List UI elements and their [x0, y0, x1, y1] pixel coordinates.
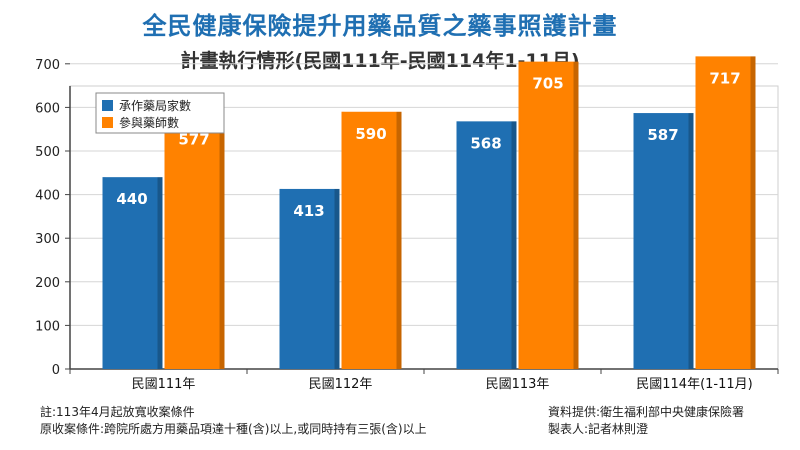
bar-highlight — [279, 188, 283, 369]
chart-subtitle: 計畫執行情形(民國111年-民國114年1-11月) — [180, 50, 580, 72]
y-tick-label: 700 — [35, 58, 60, 73]
bar — [518, 61, 574, 370]
y-tick-label: 500 — [35, 145, 60, 160]
data-label: 590 — [355, 125, 386, 143]
bar-highlight — [341, 111, 345, 369]
data-label: 587 — [647, 126, 678, 144]
y-tick-label: 600 — [35, 101, 60, 116]
y-tick-label: 100 — [35, 319, 60, 334]
data-label: 568 — [470, 134, 501, 152]
footnote-right: 資料提供:衛生福利部中央健康保險署 製表人:記者林則澄 — [548, 404, 744, 438]
bar — [102, 177, 158, 369]
y-tick-label: 300 — [35, 232, 60, 247]
bar — [341, 111, 397, 369]
data-label: 413 — [293, 202, 324, 220]
legend-label: 承作藥局家數 — [119, 98, 191, 113]
bar — [164, 117, 220, 369]
bar-side — [688, 113, 694, 370]
chart-title: 全民健康保險提升用藥品質之藥事照護計畫 — [142, 12, 618, 40]
x-tick-label: 民國114年(1-11月) — [636, 377, 752, 392]
data-label: 705 — [532, 75, 563, 93]
author-credit: 製表人:記者林則澄 — [548, 422, 649, 436]
y-tick-label: 0 — [52, 363, 60, 378]
data-label: 717 — [709, 69, 740, 87]
bar — [695, 56, 751, 369]
y-tick-label: 200 — [35, 276, 60, 291]
bar — [456, 121, 512, 370]
bar-highlight — [164, 117, 168, 369]
bar-highlight — [456, 121, 460, 370]
source-credit: 資料提供:衛生福利部中央健康保險署 — [548, 405, 745, 419]
footnote-left: 註:113年4月起放寬收案條件 原收案條件:跨院所處方用藥品項達十種(含)以上,… — [40, 404, 427, 438]
bar-highlight — [695, 56, 699, 369]
bar-highlight — [518, 61, 522, 370]
x-tick-label: 民國113年 — [486, 377, 550, 392]
legend-swatch — [102, 100, 113, 111]
bar-side — [573, 61, 579, 370]
bar-side — [157, 177, 163, 369]
y-tick-label: 400 — [35, 189, 60, 204]
bar-side — [511, 121, 517, 370]
legend-swatch — [102, 117, 113, 128]
bar — [633, 113, 689, 370]
data-label: 440 — [116, 190, 147, 208]
data-label: 577 — [178, 130, 209, 148]
footnote-line-1: 註:113年4月起放寬收案條件 — [40, 405, 195, 419]
x-tick-label: 民國111年 — [132, 377, 196, 392]
bar-highlight — [102, 177, 106, 369]
bar-highlight — [633, 113, 637, 370]
bar-side — [219, 117, 225, 369]
bar-side — [334, 188, 340, 369]
legend-label: 參與藥師數 — [119, 115, 179, 130]
bar — [279, 188, 335, 369]
x-tick-label: 民國112年 — [309, 377, 373, 392]
footnote-line-2: 原收案條件:跨院所處方用藥品項達十種(含)以上,或同時持有三張(含)以上 — [40, 422, 427, 436]
bar-side — [750, 56, 756, 369]
legend-box — [95, 92, 225, 134]
bar-side — [396, 111, 402, 369]
